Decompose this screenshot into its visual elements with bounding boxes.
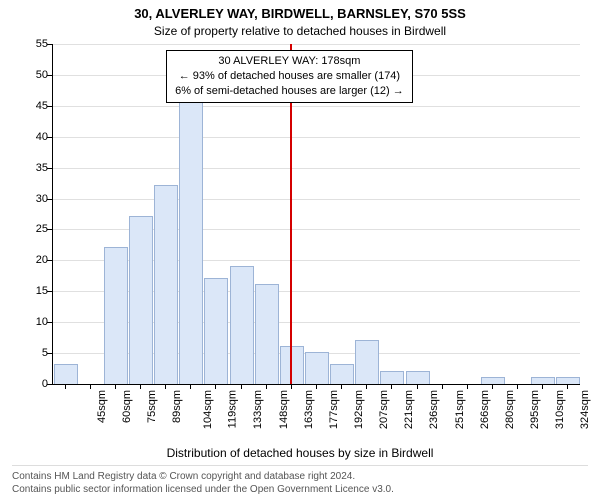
x-tick-label: 280sqm bbox=[504, 390, 516, 429]
histogram-bar bbox=[305, 352, 329, 384]
annotation-box: 30 ALVERLEY WAY: 178sqm← 93% of detached… bbox=[166, 50, 413, 103]
chart-title-address: 30, ALVERLEY WAY, BIRDWELL, BARNSLEY, S7… bbox=[0, 6, 600, 21]
y-tick-label: 5 bbox=[26, 347, 48, 359]
histogram-bar bbox=[129, 216, 153, 384]
footer-line1: Contains HM Land Registry data © Crown c… bbox=[12, 470, 588, 483]
histogram-bar bbox=[556, 377, 580, 384]
x-tick-label: 192sqm bbox=[353, 390, 365, 429]
histogram-bar bbox=[531, 377, 555, 384]
y-tick-label: 55 bbox=[26, 38, 48, 50]
grid-line bbox=[52, 168, 580, 169]
y-tick-label: 20 bbox=[26, 254, 48, 266]
x-tick-label: 119sqm bbox=[227, 390, 239, 428]
x-tick-label: 251sqm bbox=[454, 390, 466, 429]
x-tick-label: 266sqm bbox=[479, 390, 491, 429]
x-tick-label: 148sqm bbox=[278, 390, 290, 429]
annotation-line2: ← 93% of detached houses are smaller (17… bbox=[175, 69, 404, 84]
y-tick-label: 40 bbox=[26, 131, 48, 143]
histogram-bar bbox=[154, 185, 178, 384]
histogram-bar bbox=[204, 278, 228, 384]
x-tick-label: 324sqm bbox=[579, 390, 591, 429]
histogram-bar bbox=[406, 371, 430, 384]
x-tick-label: 133sqm bbox=[253, 390, 265, 429]
x-tick-label: 89sqm bbox=[171, 390, 183, 423]
histogram-bar bbox=[481, 377, 505, 384]
grid-line bbox=[52, 199, 580, 200]
x-tick-label: 310sqm bbox=[554, 390, 566, 429]
grid-line bbox=[52, 44, 580, 45]
histogram-bar bbox=[255, 284, 279, 384]
annotation-line1: 30 ALVERLEY WAY: 178sqm bbox=[175, 54, 404, 69]
y-tick-label: 10 bbox=[26, 316, 48, 328]
x-tick-label: 221sqm bbox=[403, 390, 415, 429]
x-tick-label: 60sqm bbox=[121, 390, 133, 423]
footer-line2: Contains public sector information licen… bbox=[12, 483, 588, 496]
x-tick-label: 104sqm bbox=[202, 390, 214, 429]
y-tick-label: 35 bbox=[26, 162, 48, 174]
x-tick-label: 177sqm bbox=[328, 390, 340, 429]
y-axis-line bbox=[52, 44, 53, 384]
x-tick-label: 45sqm bbox=[96, 390, 108, 423]
x-axis-label: Distribution of detached houses by size … bbox=[0, 446, 600, 460]
histogram-bar bbox=[54, 364, 78, 384]
x-tick-label: 295sqm bbox=[529, 390, 541, 429]
y-tick-label: 0 bbox=[26, 378, 48, 390]
histogram-bar bbox=[104, 247, 128, 384]
attribution-footer: Contains HM Land Registry data © Crown c… bbox=[12, 465, 588, 496]
x-tick-label: 75sqm bbox=[146, 390, 158, 423]
y-tick-label: 45 bbox=[26, 100, 48, 112]
x-tick-label: 163sqm bbox=[303, 390, 315, 429]
plot-area: 051015202530354045505545sqm60sqm75sqm89s… bbox=[52, 44, 580, 384]
x-tick-label: 207sqm bbox=[378, 390, 390, 429]
histogram-bar bbox=[380, 371, 404, 384]
histogram-bar bbox=[230, 266, 254, 384]
y-tick-label: 25 bbox=[26, 223, 48, 235]
x-tick-label: 236sqm bbox=[429, 390, 441, 429]
histogram-bar bbox=[330, 364, 354, 384]
histogram-bar bbox=[179, 99, 203, 384]
histogram-bar bbox=[280, 346, 304, 384]
chart-container: 30, ALVERLEY WAY, BIRDWELL, BARNSLEY, S7… bbox=[0, 0, 600, 500]
y-tick-label: 15 bbox=[26, 285, 48, 297]
x-axis-line bbox=[52, 384, 580, 385]
y-tick-label: 30 bbox=[26, 193, 48, 205]
chart-subtitle: Size of property relative to detached ho… bbox=[0, 24, 600, 38]
grid-line bbox=[52, 106, 580, 107]
grid-line bbox=[52, 137, 580, 138]
y-tick-label: 50 bbox=[26, 69, 48, 81]
annotation-line3: 6% of semi-detached houses are larger (1… bbox=[175, 84, 404, 99]
histogram-bar bbox=[355, 340, 379, 384]
